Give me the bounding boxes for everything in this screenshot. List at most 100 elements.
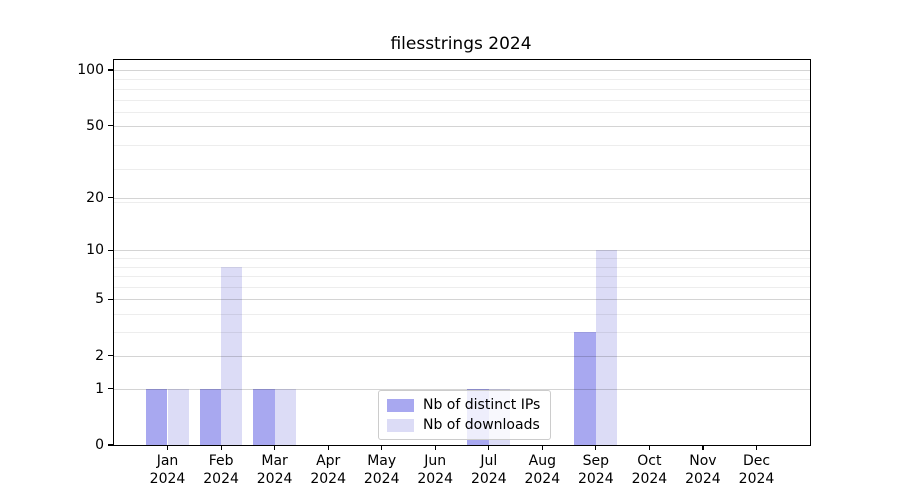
major-gridline xyxy=(114,197,810,199)
x-tick-mark xyxy=(327,445,329,451)
x-tick-mark xyxy=(648,445,651,451)
x-tick-label-month: Apr xyxy=(316,453,341,469)
y-tick-mark xyxy=(107,69,113,71)
y-tick-mark xyxy=(107,388,113,390)
legend-item-downloads: Nb of downloads xyxy=(387,417,540,433)
legend-swatch-downloads-icon xyxy=(387,418,414,432)
x-tick-label: Oct 2024 xyxy=(617,453,681,488)
y-tick-label: 2 xyxy=(95,347,104,364)
y-tick-mark xyxy=(107,444,113,446)
x-tick-label: Mar 2024 xyxy=(243,453,307,488)
bar-distinct-ips-feb xyxy=(199,388,222,445)
bar-downloads-sep xyxy=(595,250,618,445)
minor-gridline xyxy=(114,257,810,259)
x-tick-mark xyxy=(274,445,276,451)
x-tick-label: Jul 2024 xyxy=(457,453,521,488)
bar-downloads-mar xyxy=(274,388,296,445)
minor-gridline xyxy=(114,314,810,316)
x-tick-label: Dec 2024 xyxy=(725,453,789,488)
legend-swatch-distinct-ips-icon xyxy=(387,398,414,412)
x-tick-label-year: 2024 xyxy=(738,470,775,487)
major-gridline xyxy=(114,250,810,252)
bar-distinct-ips-jan xyxy=(146,388,168,445)
y-tick-mark xyxy=(107,197,113,199)
minor-gridline xyxy=(114,276,810,277)
y-tick-label: 10 xyxy=(86,242,104,259)
x-tick-mark xyxy=(381,445,383,451)
x-tick-label-year: 2024 xyxy=(685,470,721,487)
minor-gridline xyxy=(114,145,810,147)
legend-label-distinct-ips: Nb of distinct IPs xyxy=(423,397,541,413)
y-tick-mark xyxy=(107,124,113,127)
y-tick-label: 20 xyxy=(86,189,104,206)
plot-area: 0 1 2 5 10 20 50 100 Jan 2024 Feb 2024 Mar 2024 Apr 202… xyxy=(77,59,811,487)
major-gridline xyxy=(114,355,810,357)
x-tick-label-month: May xyxy=(367,453,397,469)
x-tick-mark xyxy=(166,445,169,451)
x-tick-mark xyxy=(702,445,704,451)
legend-item-distinct-ips: Nb of distinct IPs xyxy=(387,397,540,413)
x-tick-label-month: Aug xyxy=(528,453,556,469)
x-tick-mark xyxy=(541,445,543,451)
x-tick-label: Jan 2024 xyxy=(136,453,200,488)
bar-distinct-ips-mar xyxy=(253,388,275,445)
bar-distinct-ips-sep xyxy=(574,332,596,445)
major-gridline xyxy=(114,70,810,71)
x-tick-mark xyxy=(595,445,597,451)
y-tick-label: 50 xyxy=(86,117,104,134)
x-tick-label-month: Nov xyxy=(689,453,717,469)
x-tick-label: Aug 2024 xyxy=(510,453,574,488)
x-tick-label-year: 2024 xyxy=(470,470,507,487)
y-tick-mark xyxy=(107,298,113,301)
major-gridline xyxy=(114,125,810,127)
chart-title: filesstrings 2024 xyxy=(390,34,532,54)
x-tick-label-year: 2024 xyxy=(310,470,346,487)
y-tick-label: 100 xyxy=(77,62,104,78)
bar-downloads-feb xyxy=(221,266,243,445)
legend-label-downloads: Nb of downloads xyxy=(423,417,540,433)
x-tick-mark xyxy=(434,445,436,451)
minor-gridline xyxy=(114,79,810,81)
x-tick-label-month: Dec xyxy=(742,453,771,469)
x-tick-label-month: Sep xyxy=(582,453,609,469)
minor-gridline xyxy=(114,112,810,114)
x-tick-label-year: 2024 xyxy=(631,470,668,487)
x-tick-label-month: Jul xyxy=(480,453,498,469)
x-tick-label: Nov 2024 xyxy=(671,453,735,488)
x-tick-label-year: 2024 xyxy=(149,470,186,487)
x-tick-label-year: 2024 xyxy=(203,470,239,487)
x-tick-mark xyxy=(755,445,758,451)
x-tick-label: May 2024 xyxy=(350,453,414,488)
x-tick-label: Jun 2024 xyxy=(403,453,467,488)
x-tick-label-month: Feb xyxy=(208,453,234,469)
x-tick-label-month: Oct xyxy=(637,453,662,469)
x-tick-label-year: 2024 xyxy=(417,470,453,487)
x-tick-label-month: Jan xyxy=(156,453,179,469)
y-tick-mark xyxy=(107,355,113,357)
minor-gridline xyxy=(114,286,810,288)
y-tick-mark xyxy=(107,249,113,251)
x-tick-label-year: 2024 xyxy=(524,470,561,487)
x-tick-label-year: 2024 xyxy=(256,470,293,487)
minor-gridline xyxy=(114,99,810,101)
x-tick-label-month: Jun xyxy=(424,453,447,469)
minor-gridline xyxy=(114,88,810,90)
x-tick-label-year: 2024 xyxy=(363,470,400,487)
minor-gridline xyxy=(114,266,810,268)
minor-gridline xyxy=(114,201,810,203)
y-tick-label: 0 xyxy=(95,437,104,453)
x-tick-label: Apr 2024 xyxy=(296,453,360,488)
y-tick-label: 5 xyxy=(95,291,104,308)
x-tick-label-year: 2024 xyxy=(577,470,614,487)
legend: Nb of distinct IPs Nb of downloads xyxy=(378,390,552,440)
x-tick-label: Sep 2024 xyxy=(564,453,628,488)
minor-gridline xyxy=(114,332,810,334)
x-tick-label-month: Mar xyxy=(261,453,288,469)
bar-downloads-jan xyxy=(167,388,189,445)
y-tick-label: 1 xyxy=(95,380,104,397)
x-tick-mark xyxy=(220,445,222,451)
x-tick-label: Feb 2024 xyxy=(189,453,253,488)
x-tick-mark xyxy=(488,445,490,451)
major-gridline xyxy=(114,299,810,301)
